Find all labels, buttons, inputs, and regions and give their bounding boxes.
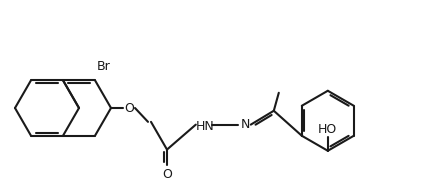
Text: N: N bbox=[241, 118, 250, 131]
Text: O: O bbox=[124, 101, 134, 115]
Text: HN: HN bbox=[195, 120, 214, 133]
Text: O: O bbox=[162, 168, 172, 181]
Text: Br: Br bbox=[97, 60, 111, 73]
Text: HO: HO bbox=[318, 123, 337, 136]
